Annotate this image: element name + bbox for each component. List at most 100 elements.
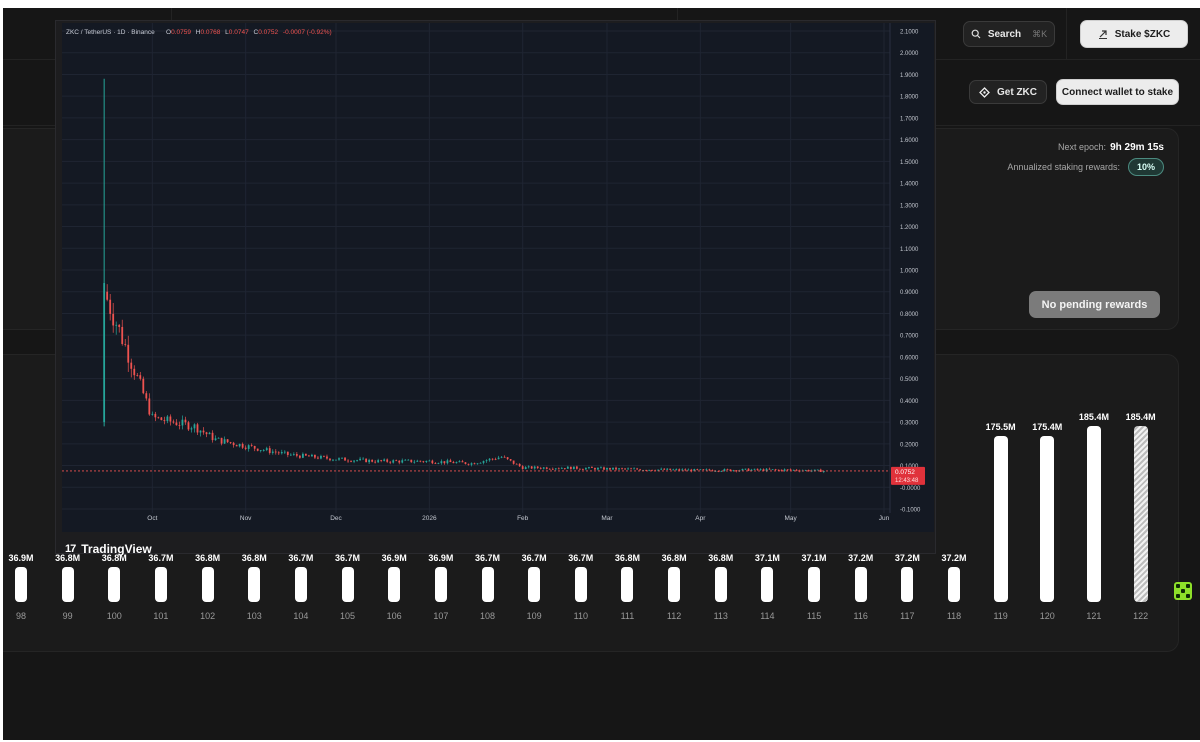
candle: [678, 469, 681, 471]
candle: [347, 460, 349, 462]
candle: [359, 458, 361, 461]
candle: [494, 458, 497, 460]
candle: [500, 456, 503, 458]
candle: [774, 469, 777, 471]
candle: [434, 463, 437, 465]
candle: [485, 460, 488, 462]
price-chart[interactable]: -0.1000-0.00000.10000.20000.30000.40000.…: [62, 23, 934, 532]
candle: [461, 461, 464, 463]
tradingview-brand-label: TradingView: [81, 542, 152, 556]
search-label: Search: [987, 28, 1022, 40]
candle: [268, 448, 271, 453]
candle: [768, 468, 771, 470]
y-tick-label: 0.2000: [900, 442, 919, 448]
candle: [759, 469, 762, 471]
tradingview-widget[interactable]: -0.1000-0.00000.10000.20000.30000.40000.…: [55, 20, 936, 556]
candle: [118, 324, 121, 327]
top-bar-divider: [1066, 8, 1067, 60]
candle: [103, 283, 106, 423]
candle: [353, 460, 355, 462]
dice-icon[interactable]: [1174, 582, 1192, 600]
candle: [603, 467, 605, 470]
candle: [591, 467, 593, 468]
candle: [639, 469, 642, 471]
app-window: Search ⌘K Stake $ZKC Get ZKC Connect wal…: [3, 8, 1200, 740]
candle: [675, 469, 678, 470]
candle: [657, 469, 660, 471]
candle: [813, 469, 816, 471]
candle: [368, 459, 371, 463]
dice-pip: [1181, 589, 1185, 593]
next-epoch-label: Next epoch:: [1058, 142, 1107, 152]
candle: [422, 461, 425, 463]
legend-o-label: O: [166, 29, 171, 36]
candle: [298, 455, 301, 458]
candle: [301, 453, 304, 458]
x-tick-label: Mar: [601, 515, 613, 522]
candle: [401, 460, 404, 463]
candle: [235, 445, 238, 447]
candle: [115, 324, 118, 326]
candle: [247, 445, 250, 449]
candle: [314, 454, 316, 458]
search-icon: [971, 29, 981, 39]
candle: [744, 468, 747, 470]
tradingview-branding[interactable]: 17 TradingView: [65, 542, 152, 556]
candle: [172, 421, 175, 423]
candle: [265, 448, 268, 451]
y-tick-label: 1.4000: [900, 182, 919, 188]
x-tick-label: Feb: [517, 515, 529, 522]
candle: [356, 460, 358, 461]
candle: [329, 458, 331, 461]
legend-o-value: 0.0759: [171, 29, 191, 36]
candle: [578, 468, 581, 470]
candle: [419, 460, 422, 462]
search-button[interactable]: Search ⌘K: [963, 21, 1055, 47]
candle: [536, 466, 539, 468]
candle: [627, 468, 629, 470]
candle: [699, 469, 702, 471]
candle: [819, 469, 822, 472]
candle: [615, 467, 617, 470]
candle: [684, 469, 687, 471]
candle: [181, 419, 184, 426]
y-tick-label: 0.7000: [900, 334, 919, 340]
candle: [648, 469, 651, 471]
candle: [416, 460, 419, 462]
next-epoch: Next epoch: 9h 29m 15s: [1058, 142, 1164, 153]
candle: [190, 428, 193, 430]
candle: [482, 461, 485, 463]
legend-c-value: 0.0752: [258, 29, 278, 36]
candle: [747, 468, 750, 471]
no-pending-rewards-button[interactable]: No pending rewards: [1029, 291, 1160, 318]
y-tick-label: 0.5000: [900, 377, 919, 383]
candle: [762, 469, 765, 471]
candle: [106, 291, 109, 300]
candle: [708, 469, 711, 471]
candle: [816, 469, 819, 471]
y-tick-label: 0.6000: [900, 355, 919, 361]
connect-wallet-button[interactable]: Connect wallet to stake: [1056, 79, 1179, 105]
candle: [783, 469, 786, 471]
stake-zkc-button[interactable]: Stake $ZKC: [1080, 20, 1188, 48]
get-zkc-button[interactable]: Get ZKC: [969, 80, 1047, 104]
candle: [446, 460, 449, 464]
y-tick-label: 1.8000: [900, 95, 919, 101]
candle: [503, 456, 506, 458]
candle: [169, 416, 172, 422]
candle: [554, 468, 557, 470]
candle: [723, 469, 726, 472]
candle: [124, 343, 127, 345]
candle: [518, 463, 521, 467]
last-price-value: 0.0752: [895, 469, 915, 476]
candle: [437, 463, 440, 464]
candle: [687, 469, 690, 471]
candle: [642, 470, 645, 471]
candle: [588, 467, 590, 469]
candle: [404, 459, 407, 461]
candle: [256, 448, 259, 451]
candle: [741, 468, 744, 471]
y-tick-label: 2.1000: [900, 30, 919, 36]
candle: [765, 468, 768, 471]
candle: [311, 454, 313, 457]
